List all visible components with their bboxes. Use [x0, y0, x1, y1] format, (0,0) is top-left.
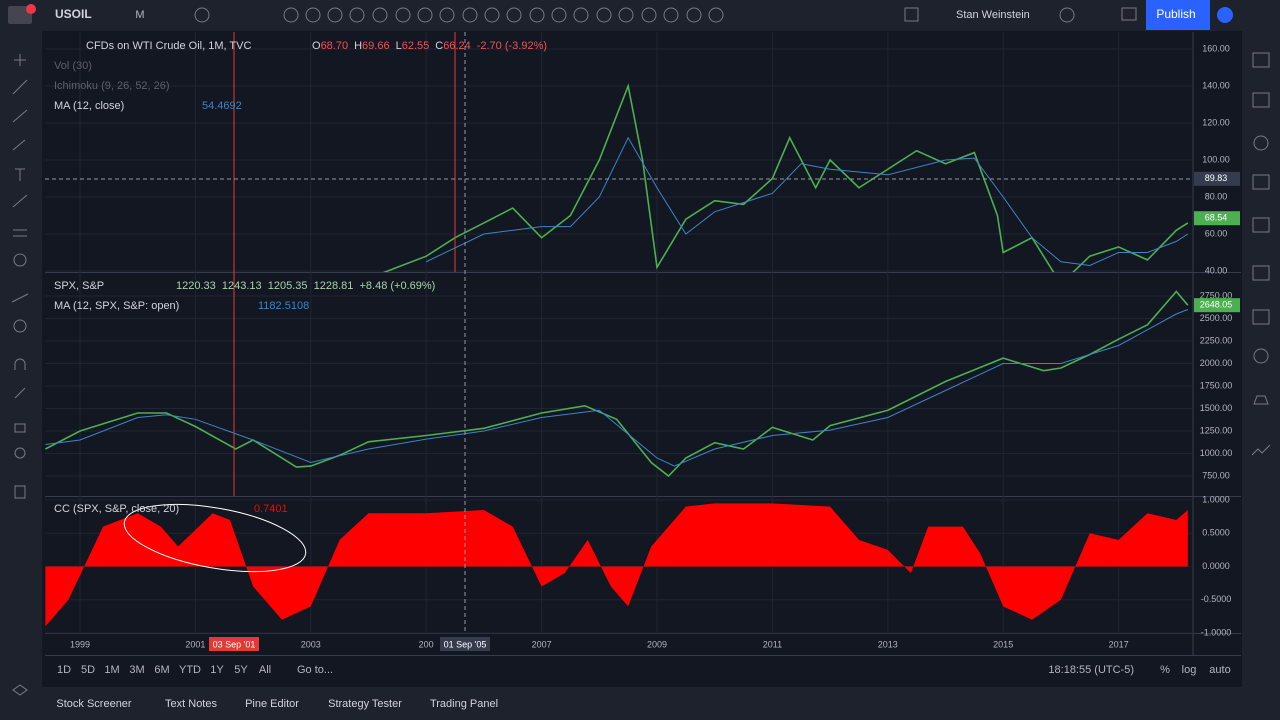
top-toolbar	[0, 0, 1280, 31]
price-label: 1250.00	[1200, 425, 1233, 435]
range-bar: 1D 5D 1M 3M 6M YTD 1Y 5Y All	[57, 664, 271, 676]
price-label: 2750.00	[1200, 290, 1233, 300]
study-value: 1182.5108	[258, 300, 309, 312]
price-label: 120.00	[1202, 117, 1230, 127]
price-label: -0.5000	[1201, 594, 1232, 604]
option[interactable]: %	[1160, 664, 1170, 676]
price-label: 0.5000	[1202, 528, 1230, 538]
cursor-time-tag	[209, 637, 259, 651]
study-legend[interactable]: MA (12, SPX, S&P: open)	[54, 300, 179, 312]
price-axis	[1193, 32, 1241, 633]
drawn-ellipse	[123, 503, 307, 573]
time-label: 2013	[878, 639, 898, 649]
price-label: 750.00	[1202, 470, 1230, 480]
left-tools[interactable]	[11, 54, 29, 696]
toolbar-icons[interactable]	[194, 7, 1137, 23]
price-label: 1000.00	[1200, 448, 1233, 458]
tab[interactable]: Pine Editor	[245, 698, 299, 710]
pane-title[interactable]: CFDs on WTI Crude Oil, 1M, TVC	[86, 40, 251, 52]
price-tag	[1194, 298, 1240, 313]
right-toolbar	[1242, 0, 1280, 720]
ma-line	[45, 309, 1189, 467]
study-value: 54.4692	[202, 100, 242, 112]
time-label: 2001	[185, 639, 205, 649]
interval[interactable]: M	[135, 9, 144, 21]
range-button[interactable]: 1D	[57, 664, 71, 676]
price-label: 140.00	[1202, 80, 1230, 90]
price-label: -1.0000	[1201, 627, 1232, 637]
time-label: 2015	[993, 639, 1013, 649]
cursor-time: 01 Sep '05	[444, 639, 487, 649]
time-label: 2017	[1109, 639, 1129, 649]
option[interactable]: log	[1182, 664, 1197, 676]
price-tag-label: 89.83	[1205, 173, 1228, 183]
publish-button[interactable]	[1146, 0, 1210, 30]
tabs: Stock Screener Text Notes Pine Editor Strat…	[56, 698, 498, 710]
publish-label[interactable]: Publish	[1156, 7, 1195, 21]
tab[interactable]: Trading Panel	[430, 698, 498, 710]
bottom-tabs	[0, 687, 1280, 720]
price-label: 2250.00	[1200, 335, 1233, 345]
area	[45, 503, 1188, 627]
price-line	[45, 290, 1189, 478]
time-label: 1999	[70, 639, 90, 649]
price-label: 60.00	[1205, 228, 1228, 238]
symbol[interactable]: USOIL	[55, 7, 92, 21]
cursor-time-tag	[440, 637, 490, 651]
time-label: 200	[419, 639, 434, 649]
tab[interactable]: Stock Screener	[56, 698, 132, 710]
range-button[interactable]: All	[259, 664, 271, 676]
cursor-time: 03 Sep '01	[213, 639, 256, 649]
range-button[interactable]: 3M	[129, 664, 144, 676]
study-legend[interactable]: Vol (30)	[54, 60, 92, 72]
price-tag-label: 2648.05	[1200, 300, 1233, 310]
option[interactable]: auto	[1209, 664, 1230, 676]
price-label: 160.00	[1202, 43, 1230, 53]
pane-title[interactable]: SPX, S&P	[54, 280, 104, 292]
price-label: 2500.00	[1200, 313, 1233, 323]
price-tag	[1194, 171, 1240, 186]
price-label: 1500.00	[1200, 403, 1233, 413]
study-legend[interactable]: Ichimoku (9, 26, 52, 26)	[54, 80, 170, 92]
badge	[26, 4, 36, 14]
grid	[45, 32, 1193, 634]
replay[interactable]	[1217, 7, 1233, 23]
ohlc: 1220.33 1243.13 1205.35 1228.81 +8.48 (+…	[176, 280, 435, 292]
layout-name[interactable]: Stan Weinstein	[956, 9, 1030, 21]
range-button[interactable]: 5Y	[234, 664, 248, 676]
price-label: 80.00	[1205, 191, 1228, 201]
time-label: 2009	[647, 639, 667, 649]
range-button[interactable]: YTD	[179, 664, 201, 676]
price-label: 100.00	[1202, 154, 1230, 164]
clock: 18:18:55 (UTC-5)	[1048, 664, 1134, 676]
tab[interactable]: Strategy Tester	[328, 698, 402, 710]
ohlc: O68.70 H69.66 L62.55 C66.24 -2.70 (-3.92%)	[312, 40, 547, 52]
ma-line	[425, 136, 1189, 266]
time-label: 2003	[301, 639, 321, 649]
right-tools[interactable]	[1251, 52, 1271, 456]
range-button[interactable]: 5D	[81, 664, 95, 676]
price-label: 0.0000	[1202, 561, 1230, 571]
study-value: 0.7401	[254, 503, 288, 515]
study-legend[interactable]: MA (12, close)	[54, 100, 124, 112]
price-line	[382, 83, 1189, 272]
tab[interactable]: Text Notes	[165, 698, 217, 710]
price-label: 2000.00	[1200, 358, 1233, 368]
pane-title[interactable]: CC (SPX, S&P, close, 20)	[54, 503, 179, 515]
marks	[45, 83, 1189, 627]
price-label: 1750.00	[1200, 380, 1233, 390]
goto[interactable]: Go to...	[297, 664, 333, 676]
range-button[interactable]: 6M	[154, 664, 169, 676]
price-label: 40.00	[1205, 265, 1228, 275]
time-label: 2011	[763, 639, 782, 649]
range-button[interactable]: 1Y	[210, 664, 224, 676]
avatar[interactable]	[8, 6, 32, 24]
time-label: 2007	[532, 639, 552, 649]
range-button[interactable]: 1M	[104, 664, 119, 676]
price-tag-label: 68.54	[1205, 213, 1228, 223]
price-tag	[1194, 211, 1240, 226]
price-label: 1.0000	[1202, 494, 1230, 504]
